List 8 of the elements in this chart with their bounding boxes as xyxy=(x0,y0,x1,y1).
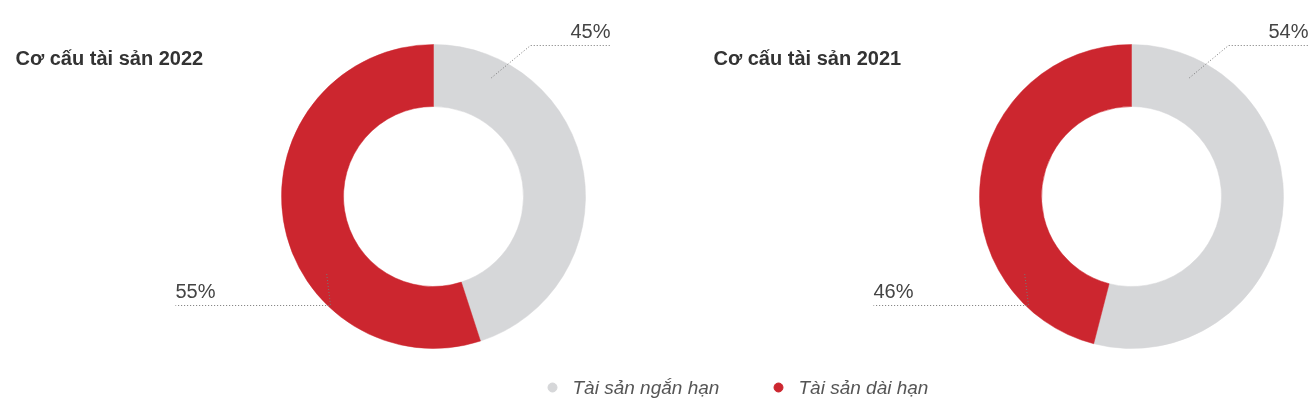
text: Cơ cấu tài sản 2021 xyxy=(713,46,902,69)
text: Cơ cấu tài sản 2022 xyxy=(15,46,204,69)
data-label: 55% xyxy=(175,279,216,302)
data-label: 54% xyxy=(1268,19,1309,42)
data-label: 45% xyxy=(570,19,611,42)
data-label: 46% xyxy=(873,279,914,302)
legend-label: Tài sản dài hạn xyxy=(798,377,929,398)
legend-label: Tài sản ngắn hạn xyxy=(572,377,720,398)
